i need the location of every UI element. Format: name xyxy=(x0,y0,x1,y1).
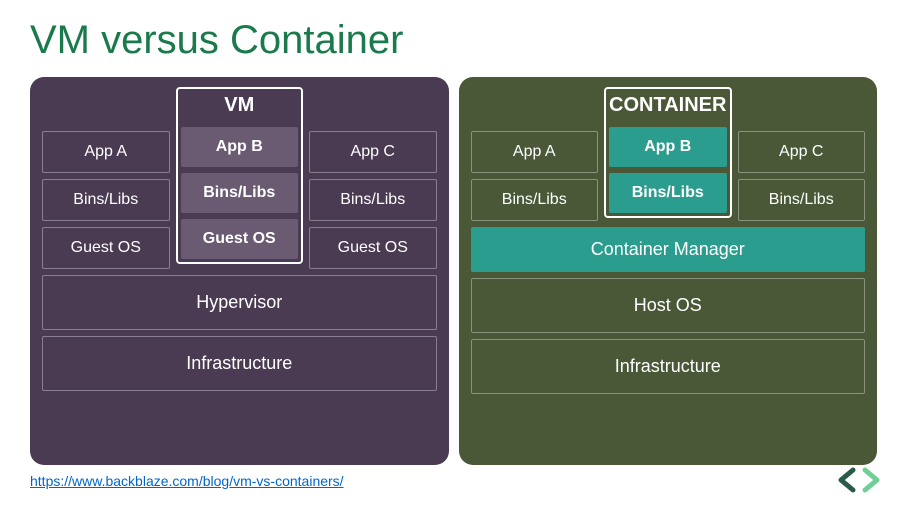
container-panel: App A Bins/Libs CONTAINER App B Bins/Lib… xyxy=(459,77,878,465)
vm-libs-c: Bins/Libs xyxy=(309,179,437,221)
vm-app-a: App A xyxy=(42,131,170,173)
ct-col-c: App C Bins/Libs xyxy=(738,87,866,221)
diagram-panels: App A Bins/Libs Guest OS VM App B Bins/L… xyxy=(30,77,877,465)
vm-col-a: App A Bins/Libs Guest OS xyxy=(42,87,170,269)
slide-title: VM versus Container xyxy=(30,18,877,63)
ct-libs-a: Bins/Libs xyxy=(471,179,599,221)
container-manager: Container Manager xyxy=(471,227,866,272)
vm-os-c: Guest OS xyxy=(309,227,437,269)
ct-app-a: App A xyxy=(471,131,599,173)
brand-logo-icon xyxy=(837,466,881,494)
ct-app-b: App B xyxy=(609,127,727,167)
vm-app-b: App B xyxy=(181,127,299,167)
container-infrastructure: Infrastructure xyxy=(471,339,866,394)
vm-columns: App A Bins/Libs Guest OS VM App B Bins/L… xyxy=(42,87,437,269)
container-columns: App A Bins/Libs CONTAINER App B Bins/Lib… xyxy=(471,87,866,221)
container-highlight-group: CONTAINER App B Bins/Libs xyxy=(604,87,732,218)
container-hostos: Host OS xyxy=(471,278,866,333)
vm-col-c-spacer xyxy=(309,87,437,125)
ct-libs-c: Bins/Libs xyxy=(738,179,866,221)
vm-col-a-spacer xyxy=(42,87,170,125)
container-header: CONTAINER xyxy=(609,92,727,121)
vm-libs-a: Bins/Libs xyxy=(42,179,170,221)
vm-app-c: App C xyxy=(309,131,437,173)
vm-os-b: Guest OS xyxy=(181,219,299,259)
vm-col-b: VM App B Bins/Libs Guest OS xyxy=(176,87,304,269)
vm-hypervisor: Hypervisor xyxy=(42,275,437,330)
source-link[interactable]: https://www.backblaze.com/blog/vm-vs-con… xyxy=(30,473,877,489)
ct-libs-b: Bins/Libs xyxy=(609,173,727,213)
ct-col-a-spacer xyxy=(471,87,599,125)
vm-header: VM xyxy=(181,92,299,121)
ct-app-c: App C xyxy=(738,131,866,173)
vm-highlight-group: VM App B Bins/Libs Guest OS xyxy=(176,87,304,264)
vm-col-c: App C Bins/Libs Guest OS xyxy=(309,87,437,269)
vm-os-a: Guest OS xyxy=(42,227,170,269)
vm-libs-b: Bins/Libs xyxy=(181,173,299,213)
vm-infrastructure: Infrastructure xyxy=(42,336,437,391)
vm-panel: App A Bins/Libs Guest OS VM App B Bins/L… xyxy=(30,77,449,465)
ct-col-c-spacer xyxy=(738,87,866,125)
ct-col-a: App A Bins/Libs xyxy=(471,87,599,221)
ct-col-b: CONTAINER App B Bins/Libs xyxy=(604,87,732,221)
